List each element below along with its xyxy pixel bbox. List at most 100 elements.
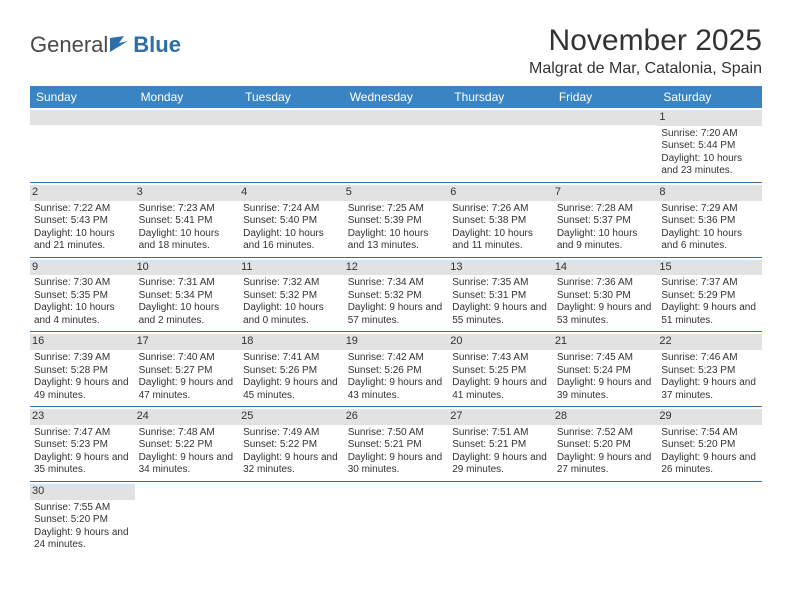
sunrise-text: Sunrise: 7:43 AM xyxy=(452,352,549,365)
calendar-cell: 10Sunrise: 7:31 AMSunset: 5:34 PMDayligh… xyxy=(135,257,240,332)
daylight-text: Daylight: 9 hours and 49 minutes. xyxy=(34,377,131,402)
day-number: 3 xyxy=(135,185,240,201)
sunset-text: Sunset: 5:32 PM xyxy=(348,290,445,303)
day-number: 12 xyxy=(344,260,449,276)
day-number: 30 xyxy=(30,484,135,500)
sunrise-text: Sunrise: 7:22 AM xyxy=(34,203,131,216)
calendar-cell: 28Sunrise: 7:52 AMSunset: 5:20 PMDayligh… xyxy=(553,407,658,482)
daylight-text: Daylight: 9 hours and 27 minutes. xyxy=(557,452,654,477)
day-number: 1 xyxy=(657,110,762,126)
calendar-cell xyxy=(30,108,135,182)
day-number: 17 xyxy=(135,334,240,350)
location: Malgrat de Mar, Catalonia, Spain xyxy=(529,60,762,78)
daylight-text: Daylight: 9 hours and 30 minutes. xyxy=(348,452,445,477)
daylight-text: Daylight: 9 hours and 47 minutes. xyxy=(139,377,236,402)
day-number: 15 xyxy=(657,260,762,276)
calendar-cell: 12Sunrise: 7:34 AMSunset: 5:32 PMDayligh… xyxy=(344,257,449,332)
daylight-text: Daylight: 9 hours and 24 minutes. xyxy=(34,527,131,552)
calendar-cell: 4Sunrise: 7:24 AMSunset: 5:40 PMDaylight… xyxy=(239,182,344,257)
sunset-text: Sunset: 5:20 PM xyxy=(661,439,758,452)
calendar-cell: 26Sunrise: 7:50 AMSunset: 5:21 PMDayligh… xyxy=(344,407,449,482)
daylight-text: Daylight: 10 hours and 0 minutes. xyxy=(243,302,340,327)
calendar-cell: 22Sunrise: 7:46 AMSunset: 5:23 PMDayligh… xyxy=(657,332,762,407)
sunrise-text: Sunrise: 7:52 AM xyxy=(557,427,654,440)
sunrise-text: Sunrise: 7:54 AM xyxy=(661,427,758,440)
sunset-text: Sunset: 5:21 PM xyxy=(452,439,549,452)
sunset-text: Sunset: 5:26 PM xyxy=(348,365,445,378)
sunrise-text: Sunrise: 7:20 AM xyxy=(661,128,758,141)
day-number: 26 xyxy=(344,409,449,425)
day-number: 10 xyxy=(135,260,240,276)
calendar-cell: 6Sunrise: 7:26 AMSunset: 5:38 PMDaylight… xyxy=(448,182,553,257)
calendar-cell: 23Sunrise: 7:47 AMSunset: 5:23 PMDayligh… xyxy=(30,407,135,482)
sunrise-text: Sunrise: 7:55 AM xyxy=(34,502,131,515)
calendar-cell: 11Sunrise: 7:32 AMSunset: 5:32 PMDayligh… xyxy=(239,257,344,332)
sunset-text: Sunset: 5:37 PM xyxy=(557,215,654,228)
sunset-text: Sunset: 5:31 PM xyxy=(452,290,549,303)
sunset-text: Sunset: 5:35 PM xyxy=(34,290,131,303)
calendar-cell: 2Sunrise: 7:22 AMSunset: 5:43 PMDaylight… xyxy=(30,182,135,257)
sunset-text: Sunset: 5:44 PM xyxy=(661,140,758,153)
sunset-text: Sunset: 5:24 PM xyxy=(557,365,654,378)
sunrise-text: Sunrise: 7:37 AM xyxy=(661,277,758,290)
calendar-cell xyxy=(448,481,553,555)
daylight-text: Daylight: 9 hours and 39 minutes. xyxy=(557,377,654,402)
day-number: 8 xyxy=(657,185,762,201)
sunrise-text: Sunrise: 7:41 AM xyxy=(243,352,340,365)
calendar-body: 1 Sunrise: 7:20 AMSunset: 5:44 PM Daylight… xyxy=(30,108,762,556)
sunset-text: Sunset: 5:34 PM xyxy=(139,290,236,303)
day-number: 5 xyxy=(344,185,449,201)
calendar-cell xyxy=(448,108,553,182)
sunset-text: Sunset: 5:38 PM xyxy=(452,215,549,228)
sunrise-text: Sunrise: 7:28 AM xyxy=(557,203,654,216)
sunrise-text: Sunrise: 7:31 AM xyxy=(139,277,236,290)
calendar-row: 30Sunrise: 7:55 AMSunset: 5:20 PMDayligh… xyxy=(30,481,762,555)
sunrise-text: Sunrise: 7:49 AM xyxy=(243,427,340,440)
sunset-text: Sunset: 5:32 PM xyxy=(243,290,340,303)
calendar-cell: 18Sunrise: 7:41 AMSunset: 5:26 PMDayligh… xyxy=(239,332,344,407)
day-number: 25 xyxy=(239,409,344,425)
sunrise-text: Sunrise: 7:50 AM xyxy=(348,427,445,440)
sunset-text: Sunset: 5:28 PM xyxy=(34,365,131,378)
daylight-text: Daylight: 9 hours and 45 minutes. xyxy=(243,377,340,402)
day-number: 13 xyxy=(448,260,553,276)
day-number: 23 xyxy=(30,409,135,425)
daylight-text: Daylight: 9 hours and 57 minutes. xyxy=(348,302,445,327)
calendar-table: SundayMondayTuesdayWednesdayThursdayFrid… xyxy=(30,86,762,556)
sunset-text: Sunset: 5:23 PM xyxy=(34,439,131,452)
calendar-cell: 7Sunrise: 7:28 AMSunset: 5:37 PMDaylight… xyxy=(553,182,658,257)
daylight-text: Daylight: 9 hours and 53 minutes. xyxy=(557,302,654,327)
sunrise-text: Sunrise: 7:26 AM xyxy=(452,203,549,216)
day-number: 7 xyxy=(553,185,658,201)
sunrise-text: Sunrise: 7:45 AM xyxy=(557,352,654,365)
calendar-cell: 8Sunrise: 7:29 AMSunset: 5:36 PMDaylight… xyxy=(657,182,762,257)
daylight-text: Daylight: 10 hours and 21 minutes. xyxy=(34,228,131,253)
calendar-cell xyxy=(657,481,762,555)
title-block: November 2025 Malgrat de Mar, Catalonia,… xyxy=(529,24,762,78)
sunset-text: Sunset: 5:39 PM xyxy=(348,215,445,228)
sunrise-text: Sunrise: 7:23 AM xyxy=(139,203,236,216)
daylight-text: Daylight: 10 hours and 6 minutes. xyxy=(661,228,758,253)
empty-day xyxy=(448,110,553,125)
calendar-cell xyxy=(239,108,344,182)
sunrise-text: Sunrise: 7:51 AM xyxy=(452,427,549,440)
calendar-row: 23Sunrise: 7:47 AMSunset: 5:23 PMDayligh… xyxy=(30,407,762,482)
day-number: 6 xyxy=(448,185,553,201)
month-title: November 2025 xyxy=(529,24,762,58)
daylight-text: Daylight: 10 hours and 4 minutes. xyxy=(34,302,131,327)
sunrise-text: Sunrise: 7:35 AM xyxy=(452,277,549,290)
sunrise-text: Sunrise: 7:36 AM xyxy=(557,277,654,290)
daylight-text: Daylight: 9 hours and 43 minutes. xyxy=(348,377,445,402)
sunrise-text: Sunrise: 7:39 AM xyxy=(34,352,131,365)
sunrise-text: Sunrise: 7:42 AM xyxy=(348,352,445,365)
weekday-header-row: SundayMondayTuesdayWednesdayThursdayFrid… xyxy=(30,86,762,108)
daylight-text: Daylight: 10 hours and 13 minutes. xyxy=(348,228,445,253)
weekday-header: Thursday xyxy=(448,86,553,108)
sunset-text: Sunset: 5:40 PM xyxy=(243,215,340,228)
calendar-cell: 24Sunrise: 7:48 AMSunset: 5:22 PMDayligh… xyxy=(135,407,240,482)
empty-day xyxy=(239,110,344,125)
calendar-cell: 20Sunrise: 7:43 AMSunset: 5:25 PMDayligh… xyxy=(448,332,553,407)
day-number: 16 xyxy=(30,334,135,350)
sunset-text: Sunset: 5:26 PM xyxy=(243,365,340,378)
day-number: 29 xyxy=(657,409,762,425)
